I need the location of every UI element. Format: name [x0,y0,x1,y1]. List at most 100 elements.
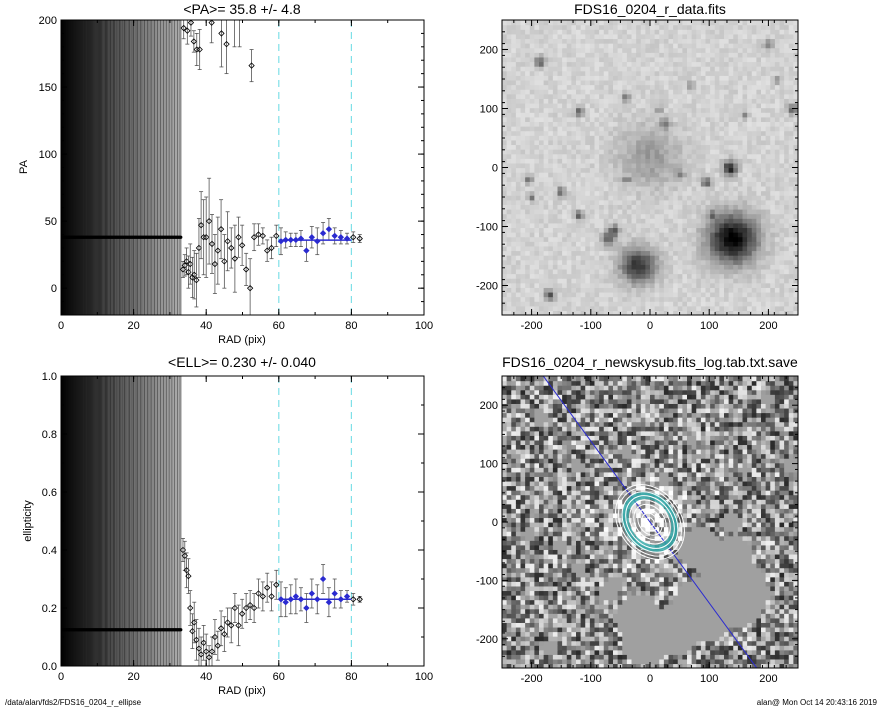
img1-pixel [552,135,559,141]
img1-pixel [663,227,670,233]
img1-pixel [733,232,739,238]
img1-pixel [622,227,628,233]
img1-pixel [562,121,568,127]
img1-pixel [687,268,693,275]
img1-pixel [543,162,549,169]
img1-pixel [636,116,642,123]
img1-pixel [663,66,670,72]
img1-pixel [548,176,554,182]
pa-data-point [191,271,198,278]
img1-pixel [691,153,697,159]
img1-pixel [714,47,720,53]
img1-pixel [737,66,744,72]
img1-pixel [626,126,633,132]
img1-pixel [677,264,683,270]
img1-pixel [525,208,531,215]
img1-pixel [659,149,665,155]
img1-pixel [705,190,711,196]
img1-pixel [566,259,572,265]
img1-pixel [788,135,794,141]
img1-pixel [733,259,739,265]
img1-pixel [719,259,725,265]
img1-pixel [599,278,605,284]
img1-pixel [747,158,753,164]
img1-pixel [529,56,535,63]
img1-pixel [765,79,771,86]
img1-pixel [733,149,739,155]
img1-pixel [645,296,651,302]
img1-pixel [728,38,734,44]
img1-pixel [636,126,642,132]
img1-pixel [650,301,656,307]
img1-pixel [640,264,646,270]
img1-pixel [548,245,554,252]
img1-pixel [589,264,596,270]
img1-pixel [793,52,798,58]
img1-pixel [640,89,646,95]
img1-pixel [552,287,559,293]
img1-pixel [793,250,798,256]
img1-pixel [691,144,697,150]
img1-pixel [733,75,739,81]
img1-pixel [654,126,660,132]
img1-pixel [659,139,665,146]
img1-pixel [691,176,697,182]
img1-pixel [705,222,711,229]
img1-pixel [663,273,670,279]
img1-pixel [700,236,707,242]
img1-pixel [700,176,707,182]
img1-pixel [617,153,623,159]
img1-pixel [534,227,540,233]
img1-pixel [529,79,535,86]
img1-pixel [682,98,688,104]
img1-pixel [534,52,540,58]
img1-pixel [566,241,572,247]
img1-pixel [682,84,688,90]
img1-pixel [663,208,670,215]
img1-pixel [520,287,526,293]
img1-pixel [543,102,549,109]
img1-pixel [705,241,711,247]
img1-pixel [742,130,748,136]
img1-pixel [784,38,790,44]
img1-pixel [594,282,600,288]
img1-pixel [580,75,586,81]
img1-pixel [589,227,596,233]
img1-pixel [539,93,545,99]
img1-pixel [673,167,679,173]
img1-pixel [719,222,725,229]
img1-pixel [525,287,531,293]
img1-pixel [580,195,586,201]
img1-pixel [788,139,794,146]
img1-pixel [562,218,568,224]
img1-pixel [566,264,572,270]
img1-pixel [779,199,785,205]
img1-pixel [613,301,619,307]
img1-pixel [631,135,637,141]
img1-pixel [636,291,642,298]
img1-pixel [747,121,753,127]
img1-pixel [677,33,683,40]
img1-pixel [751,33,757,40]
img1-pixel [696,301,702,307]
img1-pixel [613,33,619,40]
img1-pixel [687,116,693,123]
img1-pixel [599,268,605,275]
img1-pixel [705,102,711,109]
img1-pixel [788,66,794,72]
img1-pixel [682,255,688,261]
img1-pixel [700,204,707,210]
img1-pixel [650,135,656,141]
img1-pixel [640,98,646,104]
img1-pixel [603,195,609,201]
img1-pixel [589,208,596,215]
img1-pixel [724,102,730,109]
img1-pixel [603,199,609,205]
img1-pixel [576,70,582,76]
img1-pixel [654,259,660,265]
img1-pixel [515,126,522,132]
img1-pixel [511,287,517,293]
img1-pixel [696,291,702,298]
img1-pixel [626,66,633,72]
pa-title: <PA>= 35.8 +/- 4.8 [183,1,300,17]
